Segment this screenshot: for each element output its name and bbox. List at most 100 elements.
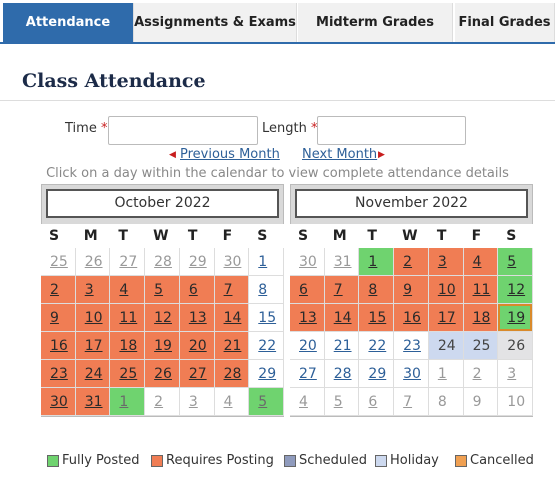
day-number: 6	[368, 394, 378, 410]
calendar-day[interactable]: 29	[249, 360, 284, 388]
calendar-day[interactable]: 3	[428, 248, 464, 276]
time-input[interactable]	[108, 116, 258, 145]
calendar-day[interactable]: 29	[359, 360, 395, 388]
calendar-day[interactable]: 7	[394, 388, 429, 416]
calendar-day[interactable]: 1	[110, 388, 146, 416]
calendar-day[interactable]: 4	[214, 388, 250, 416]
next-month-link[interactable]: Next Month	[302, 147, 378, 162]
tab[interactable]: Final Grades	[455, 3, 555, 42]
tab[interactable]: Attendance	[3, 3, 134, 42]
calendar-day[interactable]: 16	[41, 332, 76, 360]
calendar-day[interactable]: 30	[394, 360, 429, 388]
calendar-day[interactable]: 30	[290, 248, 325, 276]
calendar-day[interactable]: 2	[394, 248, 429, 276]
calendar-day[interactable]: 7	[214, 276, 250, 304]
calendar-day[interactable]: 29	[179, 248, 215, 276]
calendar-day[interactable]: 6	[359, 388, 395, 416]
previous-month-link[interactable]: Previous Month	[180, 147, 280, 162]
calendar-day[interactable]: 1	[249, 248, 284, 276]
calendar-day[interactable]: 17	[75, 332, 111, 360]
calendar-day[interactable]: 2	[145, 388, 180, 416]
calendar-day[interactable]: 27	[110, 248, 146, 276]
calendar-day[interactable]: 30	[214, 248, 250, 276]
calendar-day[interactable]: 18	[463, 304, 499, 332]
tab[interactable]: Assignments & Exams	[134, 3, 297, 42]
calendar-day[interactable]: 1	[428, 360, 464, 388]
calendar-day[interactable]: 17	[428, 304, 464, 332]
calendar-day[interactable]: 6	[179, 276, 215, 304]
calendar-day[interactable]: 28	[214, 360, 250, 388]
required-mark: *	[310, 121, 318, 136]
calendar-day[interactable]: 20	[179, 332, 215, 360]
day-number: 30	[50, 394, 68, 410]
day-number: 27	[299, 366, 317, 382]
calendar-day[interactable]: 28	[324, 360, 360, 388]
day-number: 8	[368, 282, 378, 298]
calendar-day[interactable]: 9	[394, 276, 429, 304]
tab[interactable]: Midterm Grades	[298, 3, 453, 42]
calendar-day[interactable]: 4	[463, 248, 499, 276]
calendar-day[interactable]: 22	[359, 332, 395, 360]
calendar-day[interactable]: 5	[249, 388, 284, 416]
calendar-day[interactable]: 24	[75, 360, 111, 388]
calendar-day[interactable]: 16	[394, 304, 429, 332]
calendar-day[interactable]: 3	[498, 360, 533, 388]
calendar-day[interactable]: 2	[463, 360, 499, 388]
calendar-day[interactable]: 3	[75, 276, 111, 304]
calendar-day[interactable]: 5	[324, 388, 360, 416]
calendar-day[interactable]: 27	[290, 360, 325, 388]
calendar-day[interactable]: 25	[41, 248, 76, 276]
calendar-day[interactable]: 22	[249, 332, 284, 360]
calendar-day[interactable]: 15	[249, 304, 284, 332]
calendar-day[interactable]: 27	[179, 360, 215, 388]
day-number: 8	[258, 282, 268, 298]
calendar-day[interactable]: 12	[145, 304, 180, 332]
calendar-day[interactable]: 19	[145, 332, 180, 360]
calendar-day[interactable]: 21	[324, 332, 360, 360]
calendar-day[interactable]: 11	[110, 304, 146, 332]
calendar-day[interactable]: 8	[359, 276, 395, 304]
calendar-day[interactable]: 14	[324, 304, 360, 332]
calendar-day[interactable]: 23	[394, 332, 429, 360]
calendar-day[interactable]: 19	[498, 304, 533, 332]
calendar-day: 26	[498, 332, 533, 360]
calendar-day[interactable]: 30	[41, 388, 76, 416]
calendar-day[interactable]: 6	[290, 276, 325, 304]
calendar-day[interactable]: 13	[179, 304, 215, 332]
calendar-day[interactable]: 1	[359, 248, 395, 276]
day-number: 9	[50, 310, 59, 326]
day-number: 13	[299, 310, 317, 326]
calendar-day[interactable]: 3	[179, 388, 215, 416]
calendar-day[interactable]: 18	[110, 332, 146, 360]
calendar-day[interactable]: 31	[324, 248, 360, 276]
day-number: 3	[188, 394, 198, 410]
calendar-day[interactable]: 26	[145, 360, 180, 388]
length-input[interactable]	[317, 116, 466, 145]
calendar-day[interactable]: 11	[463, 276, 499, 304]
calendar-day[interactable]: 23	[41, 360, 76, 388]
calendar-day[interactable]: 10	[428, 276, 464, 304]
calendar-day[interactable]: 9	[41, 304, 76, 332]
calendar-day[interactable]: 28	[145, 248, 180, 276]
calendar-day[interactable]: 25	[110, 360, 146, 388]
calendar-day[interactable]: 10	[75, 304, 111, 332]
calendar-day[interactable]: 21	[214, 332, 250, 360]
calendar-day[interactable]: 13	[290, 304, 325, 332]
calendar-day[interactable]: 12	[498, 276, 533, 304]
calendar-day[interactable]: 5	[498, 248, 533, 276]
calendar-day[interactable]: 8	[249, 276, 284, 304]
calendar-day[interactable]: 4	[110, 276, 146, 304]
calendar-day[interactable]: 7	[324, 276, 360, 304]
calendar-day[interactable]: 2	[41, 276, 76, 304]
day-number: 10	[84, 310, 103, 326]
calendar-day[interactable]: 14	[214, 304, 250, 332]
calendar-day[interactable]: 15	[359, 304, 395, 332]
calendar-day[interactable]: 4	[290, 388, 325, 416]
calendar-day[interactable]: 5	[145, 276, 180, 304]
calendar-day[interactable]: 26	[75, 248, 111, 276]
calendar-day[interactable]: 20	[290, 332, 325, 360]
divider	[0, 100, 555, 101]
day-number: 2	[472, 366, 482, 382]
day-number: 22	[368, 338, 387, 354]
calendar-day[interactable]: 31	[75, 388, 111, 416]
